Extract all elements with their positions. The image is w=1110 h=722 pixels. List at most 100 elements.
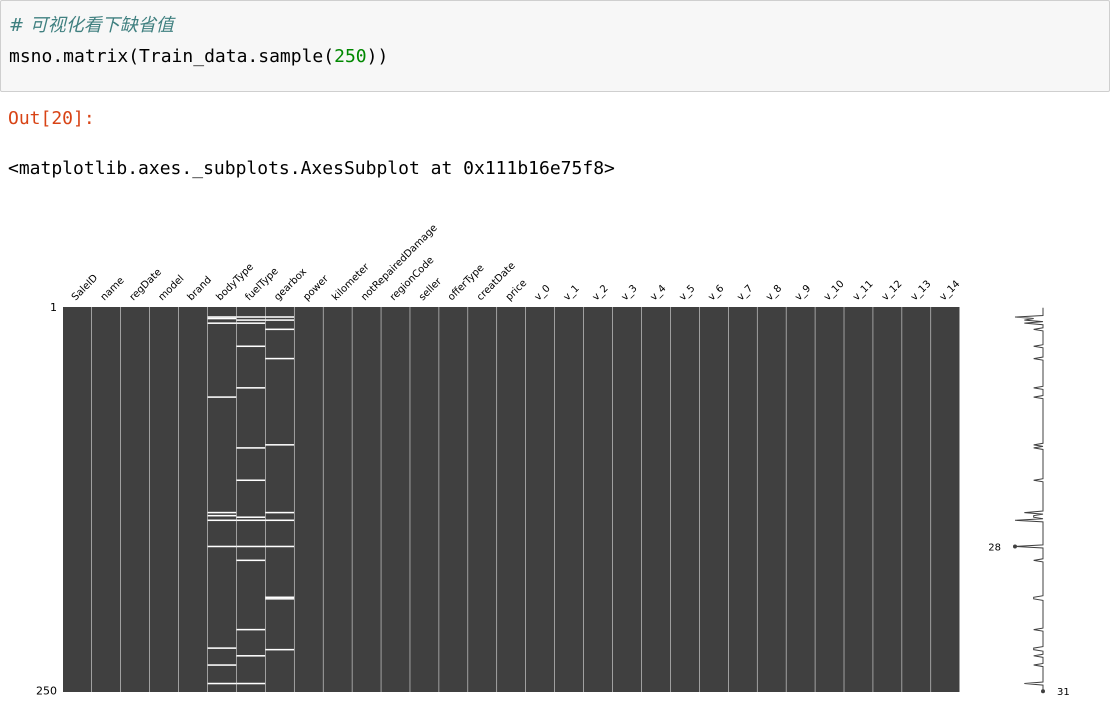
column-label: v_1 — [562, 283, 582, 303]
sparkline-label: 31 — [1057, 687, 1070, 698]
matrix-column — [236, 307, 266, 692]
missing-line — [236, 545, 266, 548]
missing-line — [265, 545, 295, 548]
missing-line — [207, 647, 237, 649]
sparkline-dot — [1041, 689, 1045, 694]
missing-line — [265, 357, 295, 360]
sparkline — [1014, 307, 1044, 692]
output-prompt: Out[20]: — [8, 108, 95, 129]
missing-line — [236, 559, 266, 562]
column-label: v_7 — [735, 283, 755, 303]
missing-line — [236, 519, 266, 522]
missing-line — [236, 319, 266, 321]
matrix-column — [554, 307, 584, 692]
missing-line — [207, 396, 237, 398]
matrix-column — [844, 307, 874, 692]
matrix-column — [670, 307, 700, 692]
missing-line — [236, 387, 266, 389]
matrix-column — [931, 307, 960, 692]
column-label: price — [504, 278, 529, 303]
matrix-column — [497, 307, 526, 692]
matrix-column — [63, 307, 92, 692]
column-label: v_13 — [909, 279, 934, 304]
code-comment: # 可视化看下缺省值 — [9, 15, 174, 36]
column-label: v_4 — [649, 283, 669, 303]
column-label: v_11 — [851, 279, 876, 304]
matrix-column — [294, 307, 324, 692]
column-label: name — [99, 275, 127, 303]
missing-line — [207, 317, 237, 320]
matrix-column — [439, 307, 469, 692]
missing-line — [265, 444, 295, 446]
column-label: v_9 — [793, 283, 813, 303]
missing-line — [236, 316, 266, 318]
code-line: msno.matrix(Train_data.sample(250)) — [9, 46, 388, 67]
missing-line — [265, 648, 295, 651]
matrix-column — [352, 307, 382, 692]
matrix-column — [207, 307, 237, 692]
missing-line — [236, 682, 266, 685]
column-label: v_8 — [764, 283, 784, 303]
missing-line — [265, 598, 295, 600]
matrix-column — [641, 307, 671, 692]
matrix-column — [699, 307, 729, 692]
column-label: model — [157, 273, 187, 303]
missing-line — [236, 628, 266, 631]
missing-line — [236, 479, 266, 482]
matrix-column — [468, 307, 498, 692]
missing-line — [207, 664, 237, 666]
missing-line — [207, 322, 237, 324]
column-label: v_2 — [591, 283, 611, 303]
matrix-column — [178, 307, 208, 692]
code-cell[interactable]: # 可视化看下缺省值 msno.matrix(Train_data.sample… — [0, 0, 1110, 92]
matrix-column — [381, 307, 411, 692]
row-label: 1 — [50, 301, 57, 314]
column-label: v_14 — [938, 279, 963, 304]
missing-line — [265, 328, 295, 331]
missing-line — [207, 511, 237, 514]
matrix-column — [525, 307, 555, 692]
missing-line — [236, 447, 266, 449]
missing-line — [236, 345, 266, 348]
code-number: 250 — [334, 46, 367, 67]
column-label: SaleID — [70, 272, 101, 303]
column-label: seller — [417, 275, 445, 303]
missing-line — [265, 316, 295, 318]
sparkline-label: 28 — [988, 542, 1001, 553]
missing-line — [236, 322, 266, 324]
matrix-column — [873, 307, 903, 692]
missing-line — [265, 319, 295, 321]
missing-line — [207, 545, 237, 548]
matrix-column — [265, 307, 295, 692]
column-label: v_10 — [822, 279, 847, 304]
code: msno.matrix(Train_data.sample( — [9, 46, 335, 67]
matrix-column — [120, 307, 150, 692]
missing-line — [236, 516, 266, 518]
missing-line — [265, 519, 295, 522]
matrix-column — [323, 307, 353, 692]
matrix-column — [902, 307, 932, 692]
matrix-column — [410, 307, 440, 692]
column-label: v_0 — [533, 283, 553, 303]
code: )) — [366, 46, 389, 67]
matrix-column — [757, 307, 787, 692]
matrix-column — [91, 307, 121, 692]
matrix-column — [728, 307, 758, 692]
row-label: 250 — [36, 684, 57, 697]
missing-line — [207, 682, 237, 685]
matrix-column — [583, 307, 613, 692]
missing-line — [236, 655, 266, 657]
column-label: v_3 — [620, 283, 640, 303]
column-label: v_5 — [677, 283, 697, 303]
column-label: v_6 — [706, 283, 726, 303]
missing-line — [207, 519, 237, 522]
sparkline-dot — [1013, 544, 1017, 549]
matrix-column — [149, 307, 179, 692]
missing-line — [207, 316, 237, 318]
matrix-column — [815, 307, 845, 692]
output-text: <matplotlib.axes._subplots.AxesSubplot a… — [8, 158, 615, 179]
missing-line — [265, 511, 295, 514]
matrix-column — [786, 307, 816, 692]
